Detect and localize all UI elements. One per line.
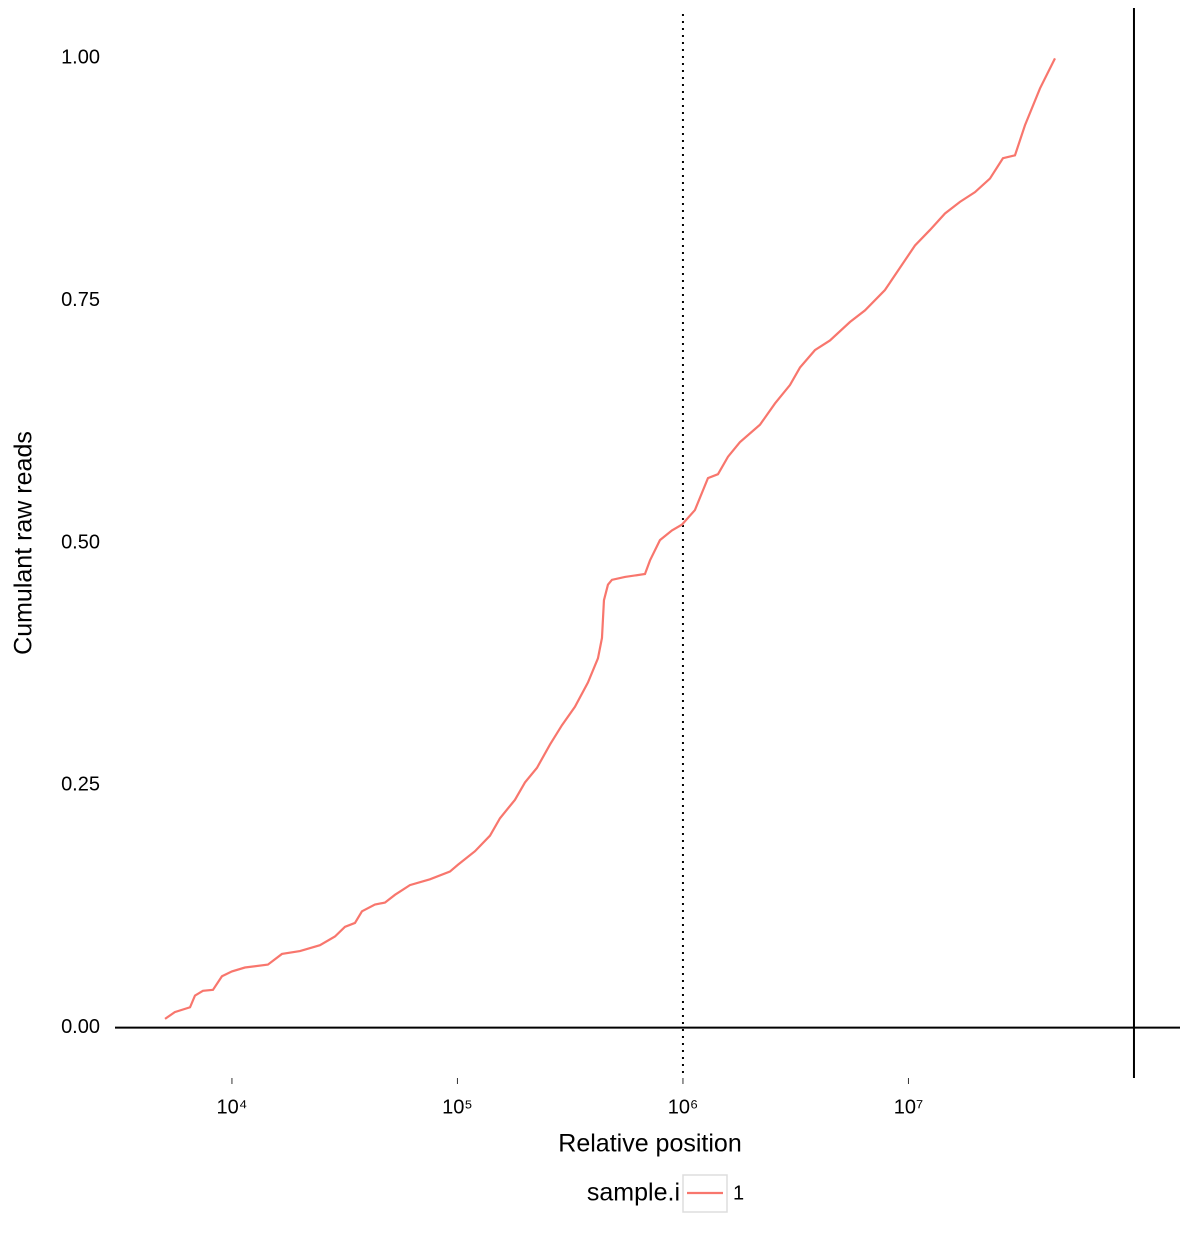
y-axis-title: Cumulant raw reads xyxy=(10,431,38,655)
data-line xyxy=(164,57,1056,1020)
x-tick-label: 10⁶ xyxy=(668,1096,698,1118)
legend-title: sample.i xyxy=(587,1179,680,1207)
x-tick-label: 10⁵ xyxy=(442,1096,473,1118)
y-tick-label: 1.00 xyxy=(61,47,100,69)
y-tick-label: 0.25 xyxy=(61,774,100,796)
y-tick-label: 0.00 xyxy=(61,1016,100,1038)
y-tick-label: 0.50 xyxy=(61,531,100,553)
y-tick-label: 0.75 xyxy=(61,289,100,311)
x-tick-label: 10⁴ xyxy=(217,1096,248,1118)
x-tick-label: 10⁷ xyxy=(894,1096,923,1118)
legend-label: 1 xyxy=(733,1182,744,1204)
x-axis-title: Relative position xyxy=(558,1130,741,1158)
